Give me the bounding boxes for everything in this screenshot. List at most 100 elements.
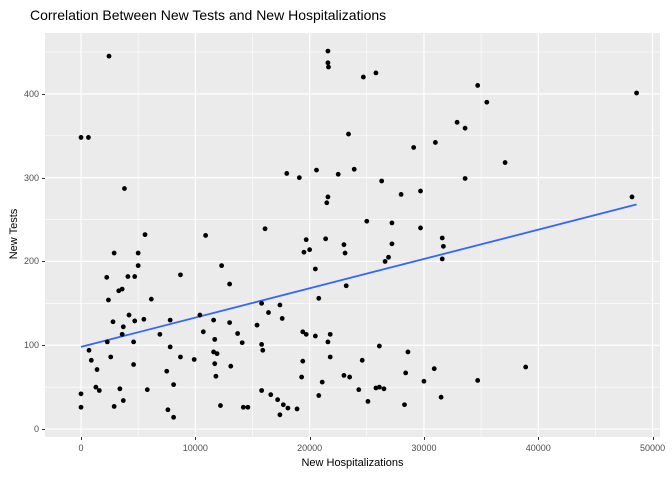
- x-axis-tick-mark: [81, 437, 82, 440]
- data-point: [171, 382, 177, 388]
- data-point: [376, 384, 382, 390]
- data-point: [119, 286, 125, 292]
- data-point: [327, 354, 333, 360]
- data-point: [262, 226, 268, 232]
- data-point: [254, 322, 260, 328]
- data-point: [167, 317, 173, 323]
- y-axis-tick-label: 100: [23, 340, 39, 351]
- data-point: [93, 384, 99, 390]
- data-point: [203, 233, 209, 238]
- y-axis-tick-label: 400: [23, 88, 39, 99]
- data-point: [106, 297, 111, 303]
- data-point: [131, 339, 136, 345]
- data-point: [634, 90, 639, 96]
- data-point: [104, 339, 110, 345]
- data-point: [475, 378, 481, 383]
- x-axis-tick-label: 20000: [297, 443, 323, 453]
- data-point: [191, 357, 197, 362]
- data-point: [135, 263, 141, 269]
- data-point: [214, 351, 220, 357]
- data-point: [335, 171, 341, 177]
- data-point: [382, 259, 388, 264]
- data-point: [259, 342, 265, 347]
- data-point: [439, 256, 445, 262]
- plot-canvas: [45, 33, 660, 437]
- data-point: [405, 349, 411, 355]
- data-point: [78, 404, 84, 410]
- data-point: [403, 370, 409, 376]
- data-point: [462, 176, 468, 181]
- data-point: [239, 340, 245, 346]
- data-point: [227, 320, 233, 326]
- x-axis-tick-mark: [538, 437, 540, 440]
- data-point: [259, 300, 265, 306]
- data-point: [324, 200, 330, 206]
- data-point: [135, 250, 141, 256]
- data-point: [142, 232, 148, 238]
- data-point: [78, 135, 84, 140]
- x-axis-tick-mark: [309, 437, 311, 440]
- data-point: [307, 247, 313, 253]
- plot-panel: [45, 33, 660, 437]
- data-point: [275, 397, 281, 403]
- y-axis-tick-label: 0: [33, 424, 39, 435]
- data-point: [178, 354, 183, 360]
- data-point: [402, 402, 407, 408]
- data-point: [125, 274, 131, 279]
- data-point: [119, 331, 125, 337]
- data-point: [303, 237, 309, 243]
- data-point: [296, 175, 302, 181]
- data-point: [326, 64, 331, 70]
- data-point: [132, 274, 138, 279]
- data-point: [431, 366, 437, 372]
- data-point: [132, 318, 138, 324]
- data-point: [389, 220, 395, 226]
- data-point: [86, 135, 91, 140]
- data-point: [86, 347, 92, 353]
- data-point: [96, 388, 102, 393]
- data-point: [346, 131, 351, 137]
- data-point: [285, 405, 291, 411]
- data-point: [323, 236, 329, 242]
- y-axis-tick-mark: [42, 345, 45, 347]
- data-point: [228, 363, 234, 369]
- data-point: [359, 357, 365, 363]
- data-point: [260, 347, 266, 353]
- data-point: [381, 386, 387, 392]
- data-point: [389, 241, 395, 247]
- data-point: [341, 373, 347, 378]
- x-axis-tick-label: 40000: [525, 443, 551, 453]
- data-point: [111, 250, 117, 256]
- data-point: [300, 329, 306, 335]
- chart-title: Correlation Between New Tests and New Ho…: [30, 7, 387, 23]
- data-point: [411, 145, 417, 150]
- data-point: [219, 263, 225, 269]
- data-point: [141, 316, 147, 322]
- x-axis-tick-mark: [195, 437, 197, 440]
- x-axis-title: New Hospitalizations: [301, 457, 404, 469]
- data-point: [94, 367, 100, 372]
- data-point: [327, 331, 333, 337]
- data-point: [343, 283, 349, 289]
- data-point: [314, 167, 319, 173]
- data-point: [117, 386, 123, 392]
- data-point: [438, 394, 444, 400]
- data-point: [197, 312, 203, 318]
- data-point: [312, 266, 318, 272]
- data-point: [157, 331, 163, 337]
- data-point: [418, 188, 423, 194]
- data-point: [111, 404, 117, 409]
- data-point: [218, 403, 223, 408]
- data-point: [325, 48, 331, 54]
- data-point: [299, 374, 305, 380]
- data-point: [235, 331, 241, 336]
- x-axis-tick-mark: [652, 437, 654, 440]
- data-point: [484, 99, 490, 105]
- data-point: [110, 319, 116, 325]
- x-axis-tick-label: 10000: [182, 443, 208, 453]
- data-point: [325, 60, 331, 66]
- data-point: [373, 70, 379, 76]
- data-point: [364, 218, 370, 224]
- data-point: [398, 191, 404, 197]
- data-point: [122, 186, 127, 191]
